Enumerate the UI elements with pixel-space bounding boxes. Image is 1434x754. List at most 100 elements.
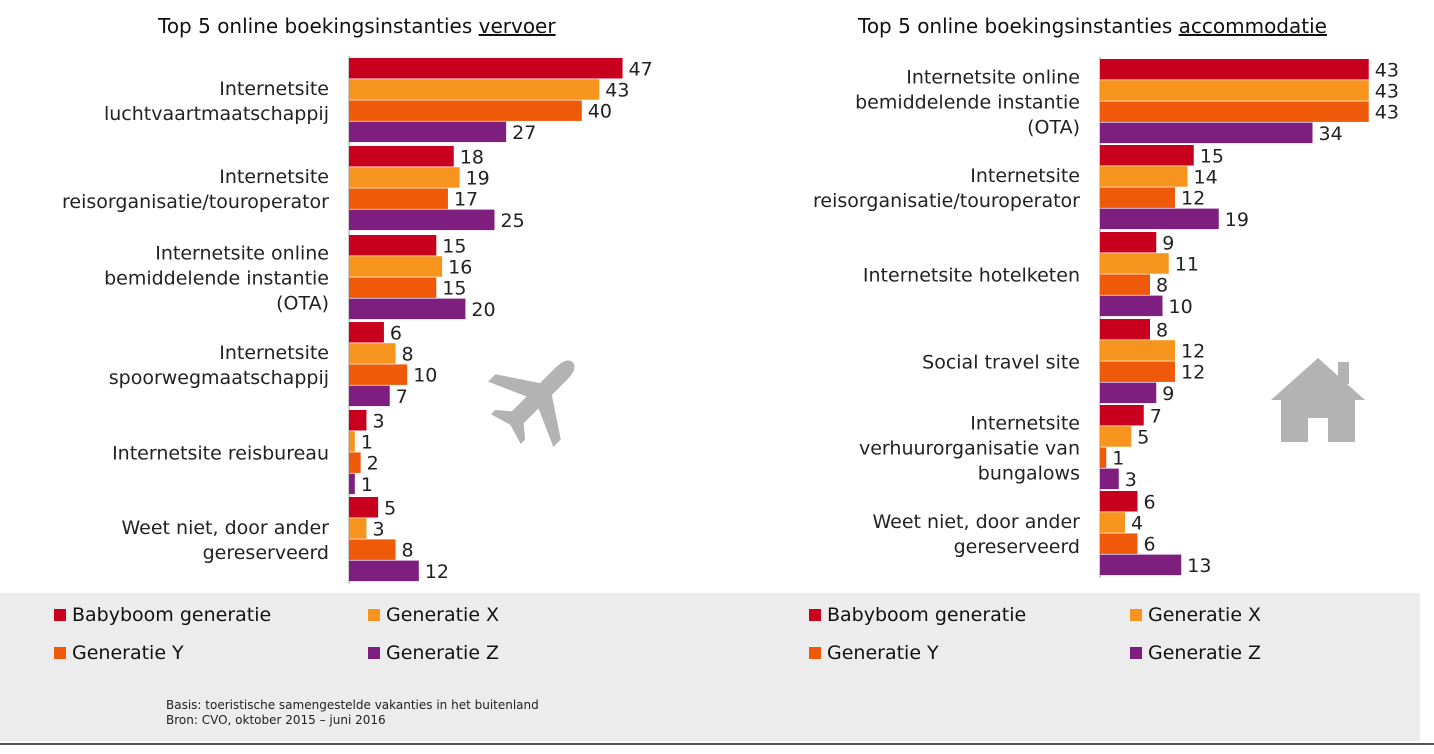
category-label: bemiddelende instantie (104, 267, 329, 289)
chart-title-underlined: vervoer (479, 14, 557, 38)
legend-label: Babyboom generatie (827, 604, 1027, 626)
bar (1100, 187, 1175, 208)
data-label: 43 (605, 79, 629, 101)
legend-band (0, 593, 1420, 741)
bar (349, 298, 466, 320)
category-label: Internetsite hotelketen (863, 264, 1080, 286)
legend-label: Generatie Y (72, 642, 184, 664)
data-label: 7 (396, 386, 408, 408)
house-icon (1271, 358, 1365, 442)
data-label: 20 (471, 299, 495, 321)
bar (1100, 232, 1157, 253)
bar (349, 431, 355, 452)
bar (1100, 382, 1157, 404)
data-label: 1 (361, 474, 373, 496)
data-label: 6 (1144, 491, 1156, 513)
legend-label: Generatie X (386, 604, 500, 626)
bar (1100, 405, 1144, 426)
bar (1100, 533, 1138, 554)
data-label: 6 (390, 322, 402, 344)
airplane-icon (488, 360, 575, 447)
bar (1100, 468, 1119, 490)
bar (349, 188, 448, 209)
legend-label: Generatie Y (827, 642, 939, 664)
data-label: 27 (512, 122, 536, 144)
category-label: reisorganisatie/touroperator (62, 191, 329, 213)
data-label: 2 (367, 453, 379, 475)
bar (1100, 80, 1369, 101)
bar (349, 473, 355, 495)
category-label: Weet niet, door ander (122, 517, 330, 539)
bar (349, 452, 361, 473)
chart-title-prefix: Top 5 online boekingsinstanties (857, 14, 1179, 38)
bar (1100, 166, 1188, 187)
chart-title: Top 5 online boekingsinstanties accommod… (857, 14, 1327, 38)
bar (1100, 274, 1150, 295)
data-label: 34 (1319, 123, 1343, 145)
data-label: 43 (1375, 80, 1399, 102)
data-label: 40 (588, 101, 612, 123)
data-label: 8 (1156, 319, 1168, 341)
data-label: 7 (1150, 405, 1162, 427)
bar (349, 58, 623, 79)
bar (349, 518, 367, 539)
data-label: 10 (1169, 296, 1193, 318)
category-label: Internetsite (970, 165, 1080, 187)
bar (349, 343, 396, 364)
house-shape (1271, 358, 1365, 442)
category-label: verhuurorganisatie van (859, 437, 1080, 459)
data-label: 47 (629, 58, 653, 80)
category-label: gereserveerd (203, 542, 329, 564)
category-label: Internetsite (219, 78, 329, 100)
category-label: Internetsite reisbureau (112, 442, 329, 464)
data-label: 3 (372, 410, 384, 432)
chart-title-prefix: Top 5 online boekingsinstanties (157, 14, 479, 38)
data-label: 5 (384, 497, 396, 519)
legend-swatch (368, 647, 380, 659)
airplane-shape (488, 360, 575, 447)
legend-swatch (1130, 647, 1142, 659)
data-label: 6 (1144, 534, 1156, 556)
bar (349, 277, 437, 298)
data-label: 8 (402, 540, 414, 562)
category-label: Weet niet, door ander (873, 511, 1081, 533)
bar (1100, 208, 1219, 230)
bar (1100, 253, 1169, 274)
data-label: 3 (1125, 469, 1137, 491)
house-chimney (1338, 362, 1349, 384)
legend-swatch (54, 647, 66, 659)
data-label: 13 (1187, 555, 1211, 577)
legend-item: Generatie Z (368, 642, 499, 664)
data-label: 18 (460, 146, 484, 168)
bar (1100, 447, 1107, 468)
data-label: 1 (1112, 448, 1124, 470)
data-label: 16 (448, 256, 472, 278)
bar (1100, 512, 1125, 533)
bar (1100, 295, 1163, 317)
legend-item: Generatie Y (809, 642, 939, 664)
legend-swatch (368, 609, 380, 621)
chart-panel-accommodatie: Top 5 online boekingsinstanties accommod… (813, 14, 1399, 578)
data-label: 17 (454, 189, 478, 211)
legend-swatch (1130, 609, 1142, 621)
data-label: 1 (361, 431, 373, 453)
source-basis: Basis: toeristische samengestelde vakant… (166, 698, 539, 712)
data-label: 8 (1156, 275, 1168, 297)
bar (1100, 59, 1369, 80)
data-label: 19 (466, 167, 490, 189)
data-label: 12 (1181, 362, 1205, 384)
legend-item: Generatie Z (1130, 642, 1261, 664)
source-bron: Bron: CVO, oktober 2015 – juni 2016 (166, 713, 386, 727)
data-label: 19 (1225, 209, 1249, 231)
bar (1100, 145, 1194, 166)
data-label: 15 (442, 235, 466, 257)
legend-swatch (54, 609, 66, 621)
category-label: Social travel site (922, 351, 1080, 373)
legend-item: Generatie X (1130, 604, 1261, 626)
category-label: Internetsite (219, 166, 329, 188)
category-label: spoorwegmaatschappij (109, 367, 329, 389)
data-label: 5 (1137, 426, 1149, 448)
category-label: Internetsite online (906, 66, 1080, 88)
data-label: 9 (1162, 383, 1174, 405)
data-label: 15 (442, 278, 466, 300)
